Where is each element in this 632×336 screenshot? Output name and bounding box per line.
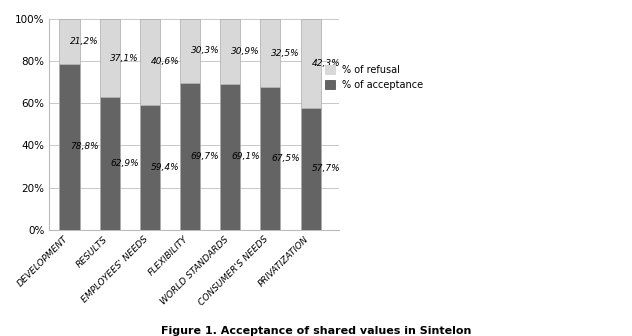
Bar [180, 19, 200, 83]
Text: 69,1%: 69,1% [231, 153, 260, 161]
Legend: % of refusal, % of acceptance: % of refusal, % of acceptance [322, 62, 427, 92]
Bar [140, 104, 160, 230]
Bar [301, 108, 320, 230]
Bar [220, 19, 240, 84]
Bar [301, 19, 320, 108]
Text: 69,7%: 69,7% [191, 152, 219, 161]
Bar [260, 87, 281, 230]
Bar [100, 19, 119, 97]
Text: 67,5%: 67,5% [271, 154, 300, 163]
Bar [140, 19, 160, 104]
Bar [59, 19, 80, 64]
Text: 78,8%: 78,8% [70, 142, 99, 151]
Text: 40,6%: 40,6% [150, 57, 179, 66]
Bar [260, 19, 281, 87]
Text: 30,9%: 30,9% [231, 47, 260, 56]
Text: 42,3%: 42,3% [312, 59, 340, 68]
Text: 37,1%: 37,1% [111, 53, 139, 62]
Bar [100, 97, 119, 230]
Bar [220, 84, 240, 230]
Text: 59,4%: 59,4% [150, 163, 179, 172]
Bar [59, 64, 80, 230]
Text: 30,3%: 30,3% [191, 46, 219, 55]
Text: Figure 1. Acceptance of shared values in Sintelon: Figure 1. Acceptance of shared values in… [161, 326, 471, 336]
Text: 62,9%: 62,9% [111, 159, 139, 168]
Text: 21,2%: 21,2% [70, 37, 99, 46]
Bar [180, 83, 200, 230]
Text: 57,7%: 57,7% [312, 164, 340, 173]
Text: 32,5%: 32,5% [271, 49, 300, 58]
